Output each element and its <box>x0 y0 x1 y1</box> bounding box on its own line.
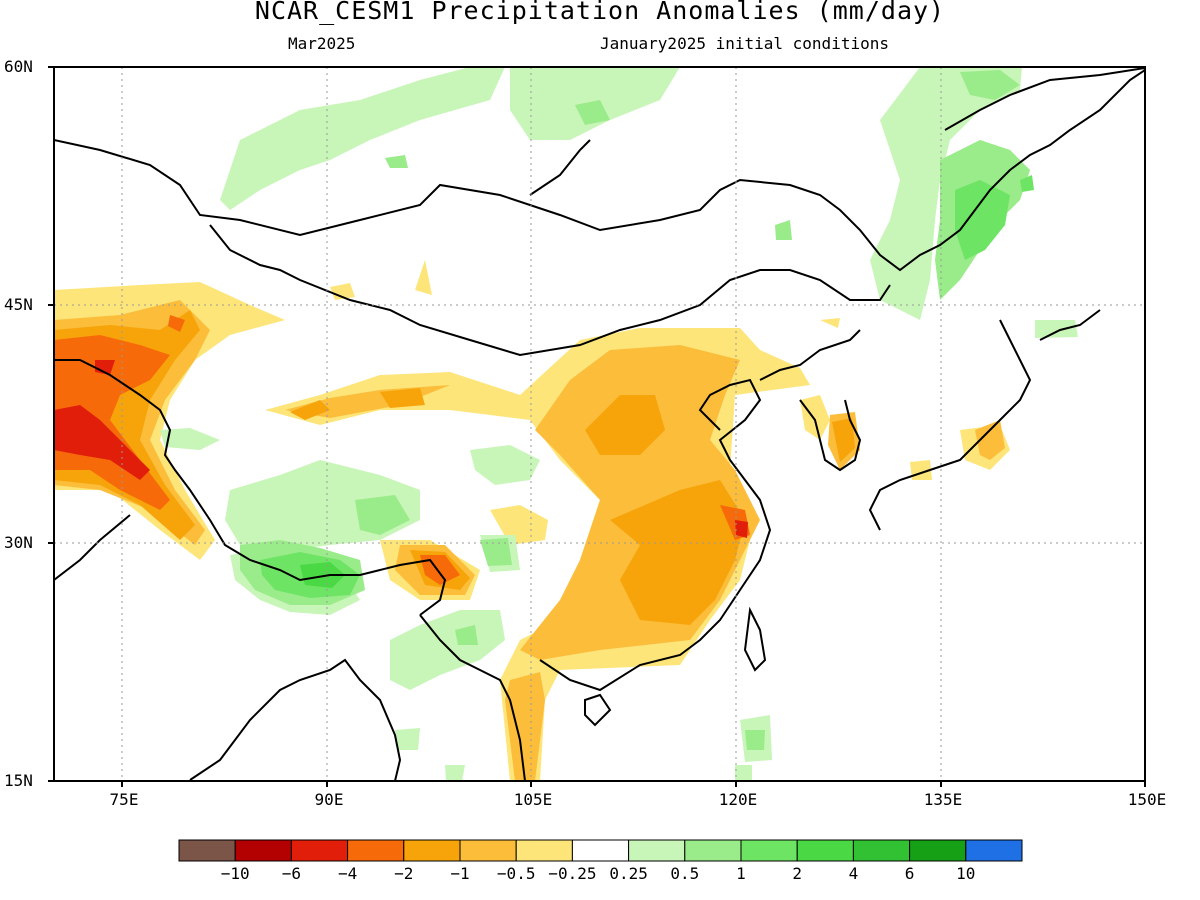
colorbar-label: −6 <box>281 864 302 883</box>
colorbar-label: 2 <box>792 864 803 883</box>
map-title: NCAR_CESM1 Precipitation Anomalies (mm/d… <box>254 0 946 25</box>
colorbar-swatch-13 <box>909 839 967 862</box>
anomaly-strong-wet <box>300 562 345 588</box>
colorbar-swatch-12 <box>852 839 911 862</box>
plot-frame <box>53 66 1146 782</box>
colorbar-label: 0.5 <box>670 864 700 883</box>
colorbar-swatch-8 <box>628 839 686 862</box>
colorbar-label: −2 <box>394 864 414 883</box>
colorbar-swatch-2 <box>290 839 349 862</box>
lat-label-60n: 60N <box>4 57 33 76</box>
colorbar-swatch-3 <box>347 839 405 862</box>
lon-label-75e: 75E <box>109 790 139 809</box>
colorbar-swatch-9 <box>684 839 742 862</box>
axis-ticks <box>48 66 1146 787</box>
lat-label-15n: 15N <box>4 771 33 790</box>
initial-conditions: January2025 initial conditions <box>600 34 889 53</box>
colorbar-label: −0.5 <box>496 864 536 883</box>
colorbar-swatch-11 <box>796 839 854 862</box>
colorbar-label: 1 <box>736 864 746 883</box>
colorbar-label: 10 <box>956 864 976 883</box>
colorbar-swatch-4 <box>403 839 461 862</box>
forecast-month: Mar2025 <box>288 34 356 53</box>
colorbar-swatch-6 <box>515 839 573 862</box>
colorbar-label: −4 <box>337 864 358 883</box>
lat-label-45n: 45N <box>4 295 33 314</box>
colorbar-swatch-7 <box>571 839 630 862</box>
lon-label-105e: 105E <box>513 790 553 809</box>
lon-label-135e: 135E <box>923 790 963 809</box>
colorbar-label: 0.25 <box>609 864 648 883</box>
colorbar-label: −0.25 <box>548 864 597 883</box>
lon-label-120e: 120E <box>718 790 758 809</box>
lon-label-90e: 90E <box>314 790 344 809</box>
colorbar-label: −10 <box>220 864 250 883</box>
colorbar-swatch-10 <box>740 839 798 862</box>
colorbar-label: 4 <box>848 864 859 883</box>
colorbar-swatch-5 <box>459 839 517 862</box>
coastlines-and-borders <box>54 67 1145 781</box>
colorbar-swatch-1 <box>234 839 292 862</box>
lon-label-150e: 150E <box>1127 790 1167 809</box>
colorbar-swatch-0 <box>178 839 236 862</box>
colorbar-label: −1 <box>450 864 470 883</box>
lat-label-30n: 30N <box>4 533 33 552</box>
anomaly-very-strong-dry <box>54 360 748 538</box>
gridlines <box>54 67 1145 781</box>
colorbar-swatch-14 <box>965 839 1023 862</box>
colorbar-label: 6 <box>904 864 915 883</box>
